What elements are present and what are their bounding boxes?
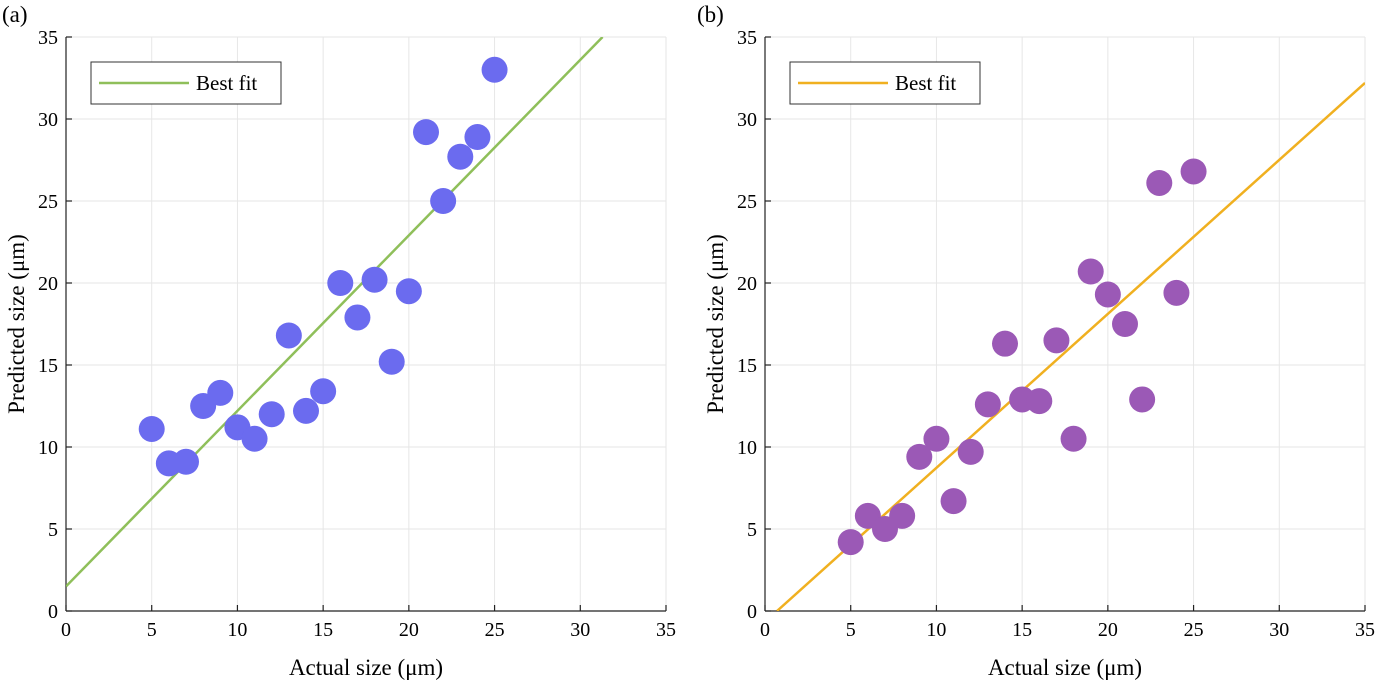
best-fit-line — [776, 81, 1365, 611]
data-point — [258, 401, 285, 428]
legend-label: Best fit — [196, 71, 257, 95]
x-axis-label: Actual size (μm) — [289, 655, 443, 680]
data-point — [837, 529, 864, 556]
x-tick-label: 25 — [485, 619, 505, 641]
data-point — [344, 304, 371, 331]
data-point — [327, 270, 354, 296]
data-point — [173, 448, 199, 475]
data-point — [1163, 279, 1190, 306]
data-point — [293, 397, 319, 424]
y-tick-label: 30 — [737, 109, 757, 131]
data-point — [1043, 327, 1070, 354]
y-tick-label: 10 — [737, 437, 757, 459]
data-point — [413, 119, 439, 146]
data-point — [889, 502, 916, 529]
x-tick-label: 20 — [399, 619, 419, 641]
y-tick-label: 35 — [38, 27, 58, 49]
data-point — [464, 124, 491, 151]
y-tick-label: 30 — [38, 109, 58, 131]
panel-label: (a) — [2, 2, 28, 27]
data-point — [378, 348, 405, 375]
x-tick-label: 30 — [1269, 619, 1289, 641]
data-point — [940, 488, 967, 515]
chart-panel-1: 0 5 10 15 20 25 30 35 0 5 10 15 20 25 30 35 Actual size … — [697, 2, 1375, 680]
data-point — [138, 415, 165, 442]
best-fit-line — [66, 37, 604, 588]
data-point — [207, 379, 234, 406]
data-point — [395, 278, 422, 305]
data-point — [1180, 158, 1207, 185]
data-point — [974, 391, 1001, 418]
data-point — [1026, 388, 1053, 415]
y-tick-label: 10 — [38, 437, 58, 459]
data-point — [957, 438, 984, 465]
legend: Best fit — [789, 61, 981, 105]
x-tick-label: 35 — [1355, 619, 1375, 641]
x-tick-label: 5 — [846, 619, 856, 641]
data-point — [241, 425, 268, 452]
y-tick-label: 20 — [737, 273, 757, 295]
data-point — [1094, 281, 1121, 308]
legend-label: Best fit — [895, 71, 956, 95]
data-point — [275, 322, 302, 349]
data-point — [1112, 311, 1138, 337]
data-point — [992, 330, 1018, 357]
panel-label: (b) — [697, 2, 724, 27]
data-point — [1060, 425, 1087, 452]
x-tick-label: 0 — [61, 619, 71, 641]
data-point — [361, 266, 388, 293]
data-point — [906, 443, 933, 470]
y-tick-label: 15 — [737, 355, 757, 377]
data-point — [1146, 169, 1173, 196]
y-axis-label: Predicted size (μm) — [4, 234, 29, 414]
x-tick-label: 20 — [1098, 619, 1118, 641]
y-tick-label: 20 — [38, 273, 58, 295]
data-point — [310, 378, 337, 405]
y-axis-label: Predicted size (μm) — [703, 234, 728, 414]
data-point — [923, 425, 950, 452]
data-point — [430, 188, 457, 214]
legend: Best fit — [90, 61, 282, 105]
x-tick-label: 15 — [1012, 619, 1032, 641]
x-tick-label: 10 — [926, 619, 946, 641]
data-point — [1077, 258, 1104, 285]
x-tick-label: 35 — [656, 619, 676, 641]
data-point — [481, 56, 508, 83]
y-tick-label: 5 — [747, 519, 757, 541]
x-tick-label: 5 — [147, 619, 157, 641]
x-tick-label: 0 — [760, 619, 770, 641]
x-axis-label: Actual size (μm) — [988, 655, 1142, 680]
y-tick-label: 15 — [38, 355, 58, 377]
y-tick-label: 35 — [737, 27, 757, 49]
data-point — [1129, 386, 1156, 413]
y-tick-label: 0 — [48, 601, 58, 623]
y-tick-label: 5 — [48, 519, 58, 541]
data-point — [447, 143, 474, 170]
y-tick-label: 0 — [747, 601, 757, 623]
x-tick-label: 25 — [1184, 619, 1204, 641]
y-tick-label: 25 — [38, 191, 58, 213]
x-tick-label: 30 — [570, 619, 590, 641]
x-tick-label: 15 — [313, 619, 333, 641]
chart-panel-0: 0 5 10 15 20 25 30 35 0 5 10 15 20 25 30 35 Actual size … — [2, 2, 676, 680]
y-tick-label: 25 — [737, 191, 757, 213]
x-tick-label: 10 — [227, 619, 247, 641]
